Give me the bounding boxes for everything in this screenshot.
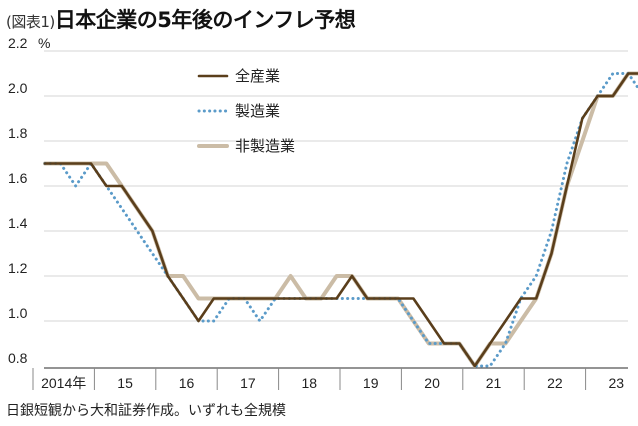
x-tick-label: 17 xyxy=(240,375,256,391)
x-tick-label: 2014年 xyxy=(41,375,86,391)
y-tick-label: 0.8 xyxy=(8,350,28,366)
y-unit-label: % xyxy=(38,35,50,51)
y-tick-label: 1.8 xyxy=(8,125,28,141)
legend-label-2: 製造業 xyxy=(235,102,280,120)
y-tick-label: 2.2 xyxy=(8,35,28,51)
x-tick-label: 18 xyxy=(302,375,318,391)
series-line-3 xyxy=(43,71,638,368)
figure-number: (図表1) xyxy=(6,13,55,31)
y-tick-label: 1.4 xyxy=(8,215,28,231)
x-tick-label: 21 xyxy=(486,375,502,391)
y-tick-label: 1.0 xyxy=(8,305,28,321)
x-tick-label: 19 xyxy=(363,375,379,391)
axes-layer: 0.8 1.0 1.2 1.4 1.6 1.8 2.0 2.2 % 2014年 15 16 17 18 19… xyxy=(8,35,628,391)
chart-title: (図表1)日本企業の5年後のインフレ予想 xyxy=(6,4,356,34)
x-tick-label: 20 xyxy=(424,375,440,391)
x-tick-label: 16 xyxy=(179,375,195,391)
y-tick-label: 1.2 xyxy=(8,260,28,276)
legend-label-3: 非製造業 xyxy=(235,137,295,155)
x-tick-label: 15 xyxy=(117,375,133,391)
series-layer xyxy=(43,71,638,368)
series-line-1 xyxy=(43,72,638,368)
source-note: 日銀短観から大和証券作成。いずれも全規模 xyxy=(6,403,286,419)
y-tick-label: 2.0 xyxy=(8,80,28,96)
title-text: 日本企業の5年後のインフレ予想 xyxy=(54,8,356,32)
x-tick-label: 23 xyxy=(609,375,625,391)
y-tick-label: 1.6 xyxy=(8,170,28,186)
series-line-2 xyxy=(43,72,638,368)
x-tick-label: 22 xyxy=(547,375,563,391)
legend-label-1: 全産業 xyxy=(235,67,280,85)
